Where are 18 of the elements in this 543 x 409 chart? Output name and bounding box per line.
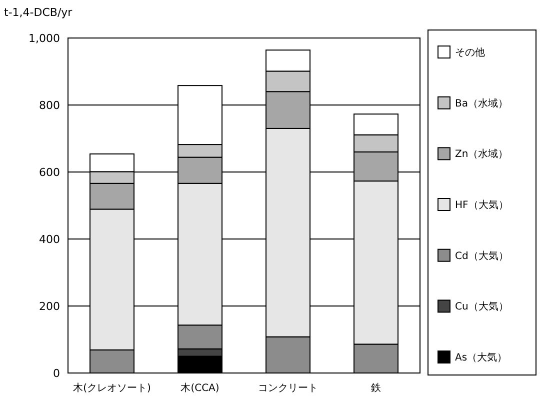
x-tick-label: コンクリート: [258, 383, 318, 394]
y-tick-label: 0: [53, 366, 60, 380]
legend-label: Ba（水域）: [455, 97, 508, 110]
x-tick-label: 木(クレオソート): [73, 382, 151, 394]
y-tick-label: 600: [39, 166, 60, 179]
legend-label: Cu（大気）: [455, 300, 508, 313]
legend-label: Cd（大気）: [455, 250, 508, 262]
y-axis-title: t-1,4-DCB/yr: [4, 6, 73, 19]
y-tick-label: 1,000: [28, 32, 60, 45]
x-tick-label: 鉄: [371, 382, 381, 394]
y-tick-label: 800: [39, 98, 60, 112]
legend-label: Zn（水域）: [455, 148, 508, 160]
legend-label: As（大気）: [455, 352, 508, 364]
x-tick-label: 木(CCA): [180, 382, 220, 394]
legend-label: HF（大気）: [455, 199, 508, 211]
y-tick-label: 400: [39, 232, 60, 246]
legend-label: その他: [455, 46, 485, 58]
y-tick-label: 200: [39, 300, 60, 313]
